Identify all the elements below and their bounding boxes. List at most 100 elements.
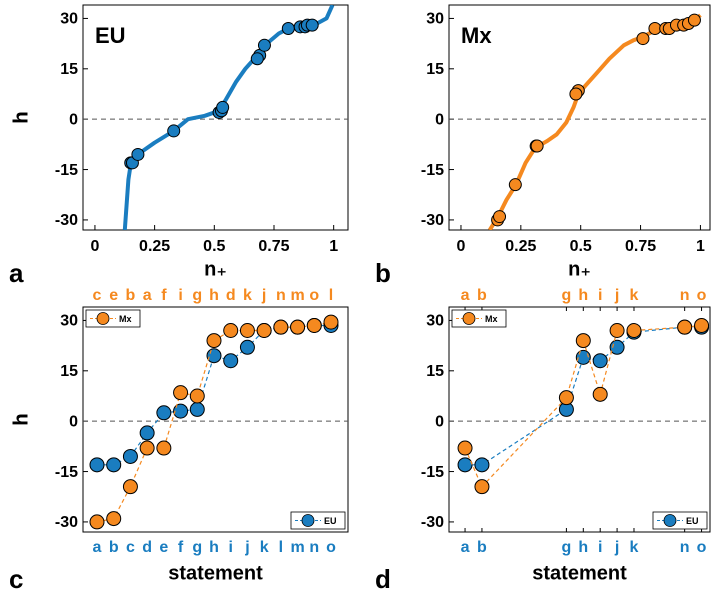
legend-marker [663,514,677,527]
legend: EU [290,511,346,530]
legend-label: EU [686,516,699,526]
x-tick-label: g [192,539,202,556]
x-tick-label: e [159,539,168,556]
data-point [273,319,289,335]
data-point [89,457,105,473]
y-tick-label: 30 [60,313,78,330]
top-tick-label: d [226,287,236,304]
data-point [250,52,264,66]
legend-marker [462,312,476,325]
data-point [122,479,138,495]
data-point [257,38,271,52]
legend: Mx [451,309,507,328]
y-tick-label: 30 [60,11,78,28]
y-tick-label: -30 [421,212,444,229]
data-point [648,22,662,36]
legend-label: Mx [119,314,132,324]
data-point [139,440,155,456]
x-tick-label: 0.25 [505,238,536,255]
x-tick-label: 0.5 [570,238,592,255]
top-tick-label: g [192,287,202,304]
data-point [189,388,205,404]
top-tick-label: g [562,287,572,304]
data-point [290,319,306,335]
panel-title: Mx [461,23,492,48]
x-tick-label: i [598,539,602,556]
y-tick-label: 15 [60,61,78,78]
x-tick-label: b [477,539,487,556]
top-tick-label: c [93,287,102,304]
data-point [592,386,608,402]
y-tick-label: -30 [55,514,78,531]
top-tick-label: o [697,287,707,304]
y-tick-label: -15 [421,162,444,179]
x-tick-label: 0.75 [258,238,289,255]
data-point [636,32,650,46]
y-tick-label: 0 [69,413,78,430]
legend-marker [96,312,110,325]
data-point [677,319,693,335]
y-tick-label: 15 [60,363,78,380]
x-tick-label: 0 [457,238,466,255]
top-tick-label: e [109,287,118,304]
legend-label: EU [324,516,337,526]
panel-label: b [375,258,391,288]
x-tick-label: 0.25 [139,238,170,255]
data-point [216,100,230,114]
x-tick-label: o [326,539,336,556]
x-tick-label: l [279,539,283,556]
y-tick-label: 30 [426,11,444,28]
x-tick-label: k [630,539,639,556]
data-point [493,210,507,224]
data-point [173,403,189,419]
top-tick-label: a [461,287,470,304]
x-axis-label: n₊ [204,258,227,280]
y-tick-label: 0 [69,111,78,128]
legend-marker [301,514,315,527]
data-point [457,457,473,473]
y-tick-label: 30 [426,313,444,330]
data-point [609,323,625,339]
y-axis-label: h [10,111,32,123]
y-axis-label: h [10,413,32,425]
data-point [106,457,122,473]
panel-label: d [375,564,391,594]
data-point [89,514,105,530]
data-point [687,13,701,27]
top-tick-label: b [126,287,136,304]
x-axis-label: n₊ [568,258,591,280]
panel-title: EU [95,23,126,48]
data-point [575,333,591,349]
y-tick-label: -15 [421,464,444,481]
data-point [122,448,138,464]
data-point [323,314,339,330]
y-tick-label: 0 [435,413,444,430]
top-tick-label: k [243,287,252,304]
data-point [281,22,295,36]
x-tick-label: a [461,539,470,556]
data-point [474,479,490,495]
top-tick-label: f [161,287,167,304]
x-tick-label: 1 [329,238,338,255]
top-tick-label: h [209,287,219,304]
x-tick-label: 0 [90,238,99,255]
data-point [474,457,490,473]
top-tick-label: m [290,287,304,304]
data-point [609,339,625,355]
top-tick-label: n [680,287,690,304]
x-tick-label: a [93,539,102,556]
y-tick-label: -15 [55,162,78,179]
top-tick-label: j [614,287,619,304]
data-point [306,317,322,333]
data-point [530,139,544,153]
data-point [592,353,608,369]
data-point [256,323,272,339]
top-tick-label: j [261,287,266,304]
x-tick-label: j [244,539,249,556]
top-tick-label: l [329,287,333,304]
x-tick-label: n [309,539,319,556]
legend-label: Mx [485,314,498,324]
